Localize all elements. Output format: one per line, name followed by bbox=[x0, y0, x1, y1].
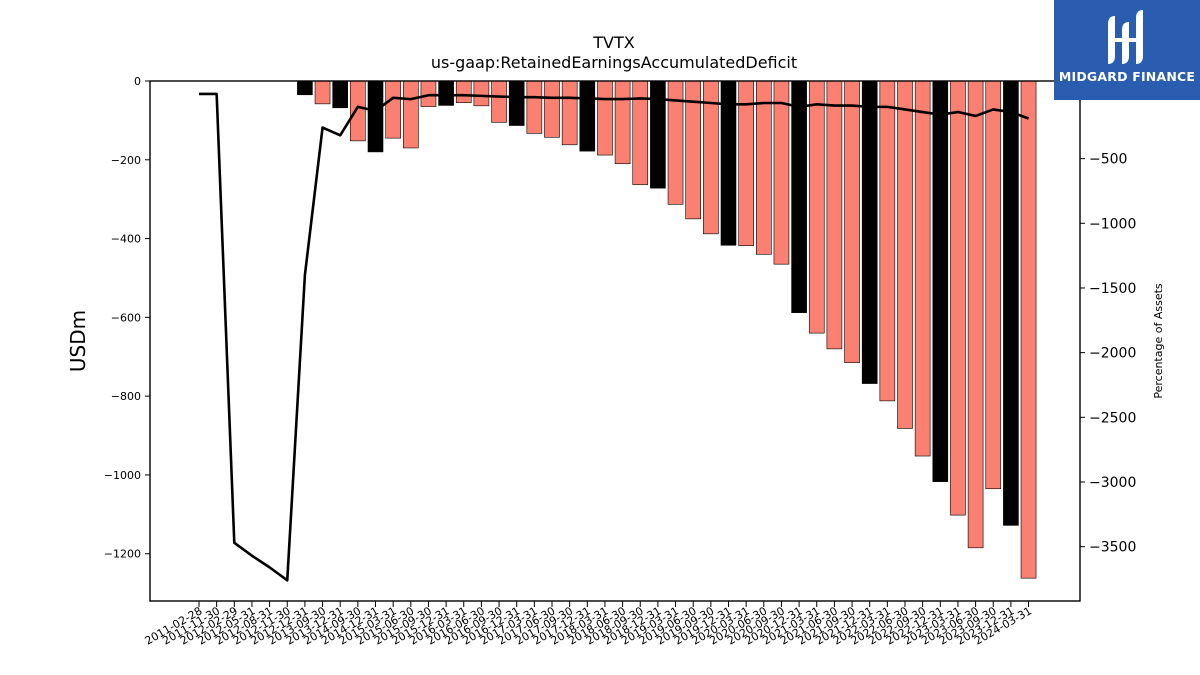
bar-2021-09-30 bbox=[844, 80, 860, 363]
bar-2021-12-31 bbox=[861, 80, 878, 384]
bar-2017-12-31 bbox=[579, 80, 596, 152]
bar-2018-09-30 bbox=[632, 80, 649, 185]
plot-frame bbox=[149, 80, 1081, 602]
bar-2018-03-31 bbox=[597, 80, 613, 156]
bar-2016-03-31 bbox=[455, 80, 472, 103]
bar-2017-06-30 bbox=[544, 80, 560, 138]
y-axis-right-label: Percentage of Assets bbox=[1152, 283, 1165, 399]
y2-tick-label: −3000 bbox=[1089, 475, 1136, 491]
bar-2016-06-30 bbox=[473, 80, 490, 107]
bar-2020-06-30 bbox=[755, 80, 772, 255]
bar-2023-06-30 bbox=[967, 80, 984, 549]
line-series-group bbox=[199, 92, 1029, 582]
bar-2017-09-30 bbox=[561, 80, 578, 146]
midgard-m-logo-icon bbox=[1108, 10, 1143, 64]
bar-2022-06-30 bbox=[897, 80, 913, 429]
y2-tick-label: −3500 bbox=[1089, 540, 1136, 556]
bar-2022-09-30 bbox=[914, 80, 931, 457]
bar-2017-03-31 bbox=[526, 80, 543, 134]
bar-2020-09-30 bbox=[773, 80, 790, 265]
y-tick-label: −800 bbox=[111, 390, 141, 403]
bar-2014-09-30 bbox=[350, 80, 366, 142]
bar-2013-12-31 bbox=[332, 80, 349, 109]
bar-2015-12-31 bbox=[438, 80, 454, 106]
bar-2014-12-31 bbox=[367, 80, 384, 153]
y-tick-label: −400 bbox=[111, 233, 141, 246]
bar-2020-12-31 bbox=[791, 80, 807, 313]
brand-logo: MIDGARD FINANCE bbox=[1054, 0, 1200, 100]
y2-tick-label: −1000 bbox=[1089, 216, 1136, 232]
y2-tick-label: −2000 bbox=[1089, 346, 1136, 362]
bar-2021-06-30 bbox=[826, 80, 843, 350]
bar-2023-12-31 bbox=[1003, 80, 1019, 526]
y2-tick-label: −2500 bbox=[1089, 410, 1136, 426]
bar-2022-03-31 bbox=[879, 80, 896, 402]
bar-2015-06-30 bbox=[402, 80, 419, 149]
y-tick-label: −1200 bbox=[104, 548, 141, 561]
y-tick-label: 0 bbox=[134, 75, 141, 88]
bar-2018-06-30 bbox=[614, 80, 631, 165]
bar-2023-03-31 bbox=[950, 80, 966, 516]
y2-tick-label: −1500 bbox=[1089, 281, 1136, 297]
pct-assets-line bbox=[199, 92, 1029, 582]
bar-2023-09-30 bbox=[985, 80, 1002, 490]
bar-2012-12-31 bbox=[297, 80, 313, 96]
bar-2013-09-30 bbox=[314, 80, 331, 105]
y-tick-label: −600 bbox=[111, 311, 141, 324]
y-axis-right: 0−500−1000−1500−2000−2500−3000−3500 bbox=[1080, 87, 1136, 556]
chart-title: TVTX bbox=[592, 33, 634, 52]
bar-series bbox=[297, 80, 1037, 579]
bar-2019-12-31 bbox=[720, 80, 737, 246]
bar-2015-09-30 bbox=[420, 80, 437, 107]
bar-2024-03-31 bbox=[1020, 80, 1037, 579]
y-tick-label: −200 bbox=[111, 154, 141, 167]
bar-2020-03-31 bbox=[738, 80, 754, 246]
bar-2021-03-31 bbox=[808, 80, 825, 334]
y2-tick-label: −500 bbox=[1089, 152, 1127, 168]
y-axis-left-label: USDm bbox=[66, 310, 90, 372]
bar-2016-09-30 bbox=[491, 80, 507, 123]
brand-name: MIDGARD FINANCE bbox=[1058, 69, 1196, 84]
y-tick-label: −1000 bbox=[104, 469, 141, 482]
x-axis: 2011-02-282011-11-302012-02-292012-05-31… bbox=[143, 601, 1034, 648]
bar-2015-03-31 bbox=[385, 80, 401, 139]
bar-2016-12-31 bbox=[508, 80, 525, 126]
bar-2022-12-31 bbox=[932, 80, 949, 482]
chart-subtitle: us-gaap:RetainedEarningsAccumulatedDefic… bbox=[431, 53, 797, 72]
y-axis-left: 0 −200 −400 −600 −800 −1000 −1200 bbox=[104, 75, 150, 561]
bar-2018-12-31 bbox=[650, 80, 666, 189]
